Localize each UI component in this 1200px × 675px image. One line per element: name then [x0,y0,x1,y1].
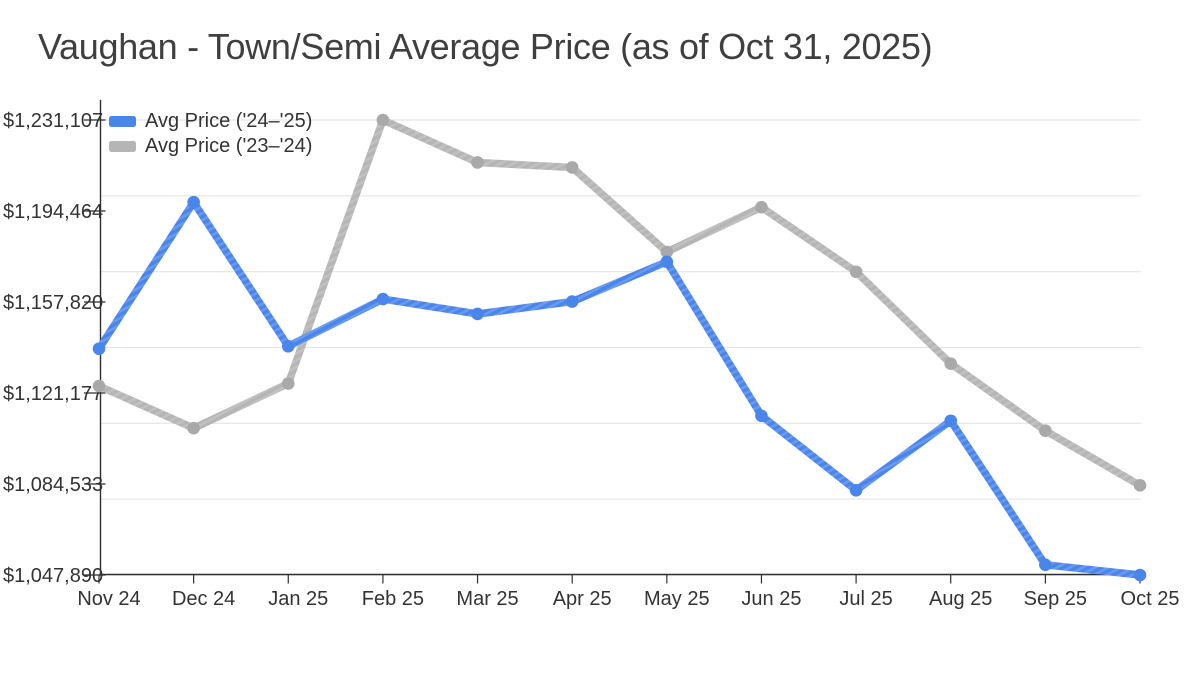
data-point-marker-avg-price-24-25 [660,255,674,269]
data-point-marker-avg-price-23-24 [660,245,674,259]
x-tick-label: Sep 25 [1024,588,1087,610]
data-point-marker-avg-price-24-25 [944,414,958,428]
y-tick-label: $1,084,533 [3,474,103,496]
data-point-marker-avg-price-23-24 [1039,424,1052,437]
data-point-marker-avg-price-24-25 [471,307,484,321]
x-tick-label: Jul 25 [839,588,892,610]
x-tick-label: Dec 24 [172,588,235,610]
data-point-marker-avg-price-23-24 [471,156,484,169]
series-line-texture-avg-price-23-24 [95,116,1144,490]
data-point-marker-avg-price-24-25 [187,195,200,209]
x-tick-label: Apr 25 [553,588,612,610]
data-point-marker-avg-price-23-24 [92,379,106,393]
x-tick-label: Oct 25 [1121,588,1180,610]
x-tick-label: Nov 24 [77,588,140,610]
data-point-marker-avg-price-24-25 [92,342,106,356]
data-point-marker-avg-price-24-25 [849,483,863,497]
data-point-marker-avg-price-23-24 [944,357,958,370]
legend: Avg Price ('24–'25) Avg Price ('23–'24) [109,109,312,159]
data-point-marker-avg-price-24-25 [281,339,295,353]
x-tick-label: Mar 25 [456,588,518,610]
data-point-marker-avg-price-24-25 [376,292,390,306]
data-point-marker-avg-price-23-24 [1133,479,1147,492]
y-tick-label: $1,121,177 [3,383,103,405]
legend-item: Avg Price ('23–'24) [109,134,312,159]
data-point-marker-avg-price-24-25 [1133,568,1147,582]
data-point-marker-avg-price-23-24 [187,421,200,435]
legend-item: Avg Price ('24–'25) [109,109,312,134]
data-point-marker-avg-price-23-24 [376,113,390,127]
data-point-marker-avg-price-24-25 [755,409,768,423]
data-point-marker-avg-price-23-24 [281,377,295,390]
data-point-marker-avg-price-24-25 [1039,558,1052,572]
legend-label: Avg Price ('23–'24) [145,135,313,157]
y-tick-label: $1,231,107 [3,110,103,132]
legend-swatch-icon [109,116,136,127]
legend-label: Avg Price ('24–'25) [145,110,313,132]
series-line-texture-avg-price-24-25 [95,198,1144,579]
y-tick-label: $1,157,820 [3,292,103,314]
x-tick-label: Jun 25 [741,588,801,610]
data-point-marker-avg-price-23-24 [565,161,579,174]
y-tick-label: $1,194,464 [3,201,103,223]
x-tick-label: Feb 25 [362,588,424,610]
data-point-marker-avg-price-23-24 [755,200,768,214]
chart-title: Vaughan - Town/Semi Average Price (as of… [38,26,933,67]
data-point-marker-avg-price-24-25 [565,295,579,308]
legend-swatch-icon [109,141,136,152]
x-tick-label: May 25 [644,588,710,610]
x-tick-label: Aug 25 [929,588,992,610]
y-tick-label: $1,047,890 [3,565,103,587]
data-point-marker-avg-price-23-24 [849,265,863,279]
x-tick-label: Jan 25 [268,588,328,610]
